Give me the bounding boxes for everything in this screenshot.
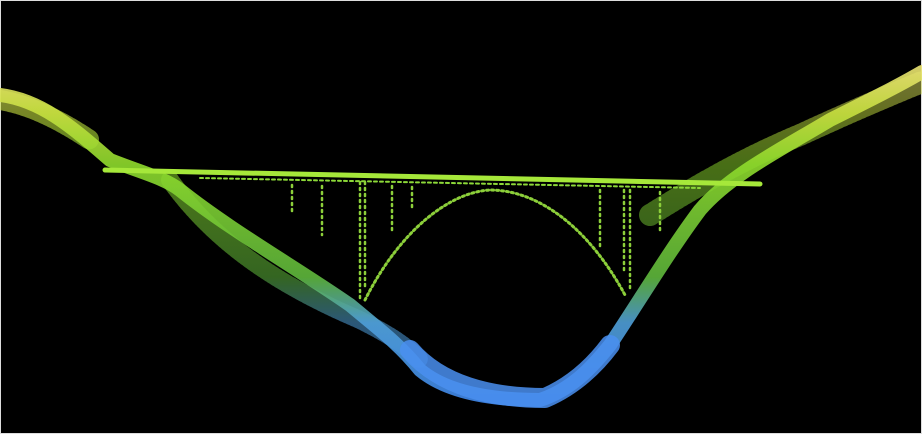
point-cloud-view xyxy=(0,0,922,434)
page xyxy=(0,0,922,434)
background xyxy=(0,0,922,434)
